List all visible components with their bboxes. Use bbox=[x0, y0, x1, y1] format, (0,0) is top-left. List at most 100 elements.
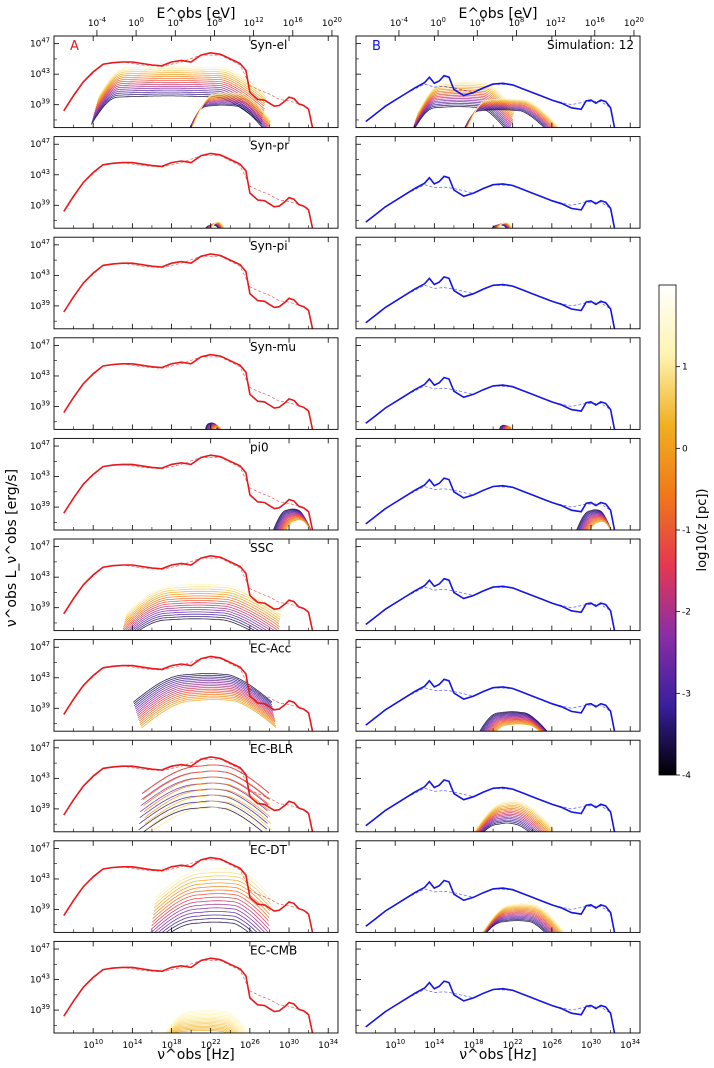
y-tick-label: 1039 bbox=[30, 299, 50, 312]
component-curve bbox=[164, 1011, 248, 1034]
component-curve bbox=[586, 518, 612, 530]
component-curve bbox=[150, 806, 268, 832]
component-curve bbox=[414, 106, 505, 128]
component-curve bbox=[93, 83, 264, 114]
component-curve bbox=[492, 224, 508, 229]
component-curve bbox=[506, 426, 512, 430]
x-tick-label: 1022 bbox=[503, 1038, 523, 1051]
component-curve bbox=[494, 722, 541, 732]
panel-frame bbox=[355, 840, 641, 933]
component-curve bbox=[505, 426, 511, 430]
y-tick-label: 1039 bbox=[30, 1003, 50, 1016]
dashed-total-curve bbox=[365, 989, 611, 1028]
component-curve bbox=[151, 896, 270, 927]
top-tick-label: 1016 bbox=[283, 16, 303, 29]
component-curve bbox=[171, 1026, 233, 1034]
colorbar-tick-label: -2 bbox=[682, 608, 691, 618]
y-tick-label: 1043 bbox=[30, 168, 50, 181]
component-curve bbox=[95, 80, 265, 110]
panel-b-6 bbox=[355, 639, 641, 732]
y-tick-label: 1047 bbox=[30, 37, 50, 50]
panel-b-2 bbox=[355, 236, 641, 330]
x-tick-label: 1014 bbox=[122, 1038, 142, 1051]
x-tick-label: 1018 bbox=[463, 1038, 483, 1051]
component-curve bbox=[150, 900, 269, 930]
component-curve bbox=[126, 606, 272, 631]
x-tick-label: 1030 bbox=[581, 1038, 601, 1051]
panel-frame bbox=[355, 136, 641, 229]
panel-b-9: 1010 1014 1018 1022 1026 1030 1034 bbox=[355, 940, 641, 1051]
component-curve bbox=[166, 1016, 243, 1034]
panel-label: EC-BLR bbox=[250, 742, 293, 756]
component-curve bbox=[144, 788, 271, 819]
dashed-total-curve bbox=[63, 960, 309, 1017]
component-curve bbox=[481, 713, 547, 732]
top-tick-label: 10-4 bbox=[88, 16, 106, 29]
component-curve bbox=[285, 519, 311, 530]
component-curve bbox=[151, 893, 269, 923]
top-axis-label-a: E^obs [eV] bbox=[157, 6, 236, 22]
colorbar-tick-label: 1 bbox=[682, 363, 688, 373]
column-b-letter: B bbox=[372, 39, 381, 54]
x-tick-label: 1018 bbox=[161, 1038, 181, 1051]
panel-frame bbox=[53, 136, 339, 229]
component-curve bbox=[481, 903, 564, 933]
panel-b-5 bbox=[355, 538, 641, 632]
panel-label: Syn-pi bbox=[250, 239, 288, 253]
component-curve bbox=[152, 889, 270, 919]
panel-label: EC-CMB bbox=[250, 943, 297, 957]
panel-label: EC-Acc bbox=[250, 642, 291, 656]
component-curve bbox=[145, 800, 272, 831]
total-curve bbox=[63, 454, 314, 530]
y-tick-label: 1043 bbox=[30, 570, 50, 583]
colorbar-label: log10(z [pc]) bbox=[695, 488, 710, 571]
component-curve bbox=[122, 600, 280, 630]
y-tick-label: 1043 bbox=[30, 369, 50, 382]
component-curve bbox=[416, 86, 514, 116]
component-curve bbox=[139, 693, 275, 724]
plot-area bbox=[365, 376, 616, 430]
component-curve bbox=[97, 70, 267, 100]
component-curve bbox=[205, 224, 220, 229]
plot-area bbox=[63, 655, 314, 732]
panel-a-9: 1047 1043 1039 EC-CMB 1010 1014 1018 1022 1026 10… bbox=[30, 940, 339, 1051]
top-tick-label: 104 bbox=[469, 16, 485, 29]
component-curve bbox=[489, 719, 544, 732]
total-curve bbox=[365, 74, 616, 128]
panel-frame bbox=[355, 35, 641, 129]
plot-area bbox=[365, 577, 616, 631]
axis-labels: E^obs [eV] E^obs [eV] ν^obs [Hz] ν^obs [… bbox=[4, 6, 537, 1063]
component-curve bbox=[125, 586, 282, 616]
y-tick-label: 1047 bbox=[30, 540, 50, 553]
y-tick-label: 1043 bbox=[30, 872, 50, 885]
component-curve bbox=[142, 764, 270, 794]
component-curve bbox=[501, 425, 509, 430]
total-curve bbox=[63, 554, 314, 631]
plot-area bbox=[63, 353, 314, 430]
y-tick-label: 1039 bbox=[30, 198, 50, 211]
component-curve bbox=[479, 816, 538, 832]
plot-area bbox=[365, 879, 616, 933]
y-tick-label: 1047 bbox=[30, 338, 50, 351]
panel-a-1: 1047 1043 1039 Syn-pr bbox=[30, 136, 339, 229]
y-tick-label: 1039 bbox=[30, 98, 50, 111]
dashed-total-curve bbox=[365, 486, 611, 525]
plot-area bbox=[365, 275, 616, 329]
component-curve bbox=[125, 588, 281, 618]
component-curve bbox=[213, 426, 222, 430]
component-curve bbox=[138, 800, 268, 831]
y-tick-label: 1047 bbox=[30, 841, 50, 854]
component-curve bbox=[165, 918, 254, 933]
dashed-total-curve bbox=[365, 184, 611, 223]
panel-a-5: 1047 1043 1039 SSC bbox=[30, 538, 339, 632]
y-tick-label: 1043 bbox=[30, 67, 50, 80]
component-curve bbox=[161, 914, 258, 933]
panel-frame bbox=[355, 236, 641, 330]
component-curve bbox=[476, 809, 547, 832]
component-curve bbox=[96, 74, 266, 104]
component-curve bbox=[213, 426, 221, 430]
y-tick-label: 1043 bbox=[30, 671, 50, 684]
total-curve bbox=[365, 678, 616, 732]
total-curve bbox=[365, 778, 616, 832]
component-curve bbox=[124, 604, 276, 631]
